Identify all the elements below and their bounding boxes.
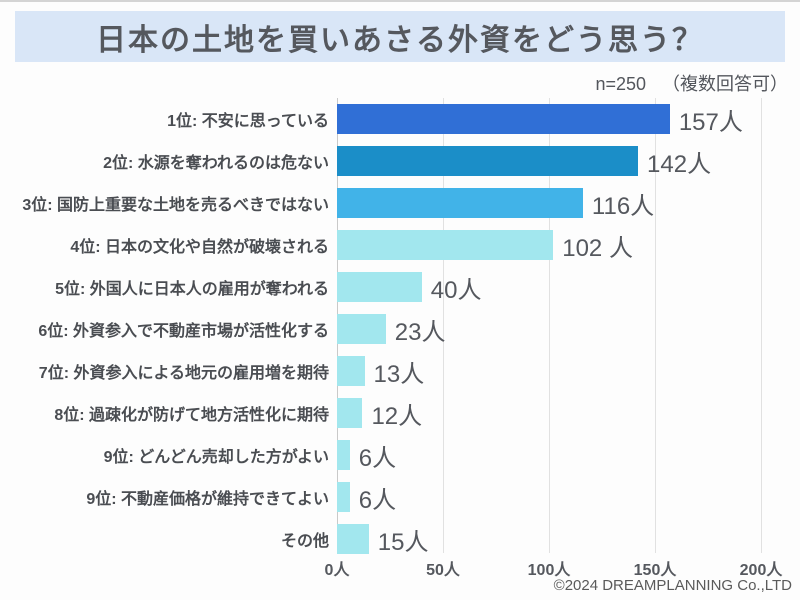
bar-row: 1位: 不安に思っている 157人 <box>0 98 800 140</box>
bar-row: 2位: 水源を奪われるのは危ない 142人 <box>0 140 800 182</box>
bar-row: 7位: 外資参入による地元の雇用増を期待 13人 <box>0 350 800 392</box>
sample-size: n=250 <box>595 74 646 94</box>
sample-size-note: n=250 （複数回答可） <box>595 70 788 96</box>
value-label: 116人 <box>591 192 655 220</box>
bar-row: 3位: 国防上重要な土地を売るべきではない 116人 <box>0 182 800 224</box>
value-label: 157人 <box>678 108 743 136</box>
bar <box>337 146 639 176</box>
category-label: 7位: 外資参入による地元の雇用増を期待 <box>38 365 329 382</box>
x-axis: 0人 50人 100人 150人 200人 <box>325 556 783 579</box>
bar <box>337 356 365 386</box>
category-label: 4位: 日本の文化や自然が破壊される <box>70 239 329 256</box>
gridline-100 <box>549 98 550 553</box>
category-label: 9位: 不動産価格が維持できてよい <box>86 491 329 508</box>
x-tick-label: 0人 <box>324 562 350 579</box>
value-label: 6人 <box>358 486 397 514</box>
bar <box>337 104 670 134</box>
category-label: 8位: 過疎化が防げて地方活性化に期待 <box>54 407 329 424</box>
bar-rows: 1位: 不安に思っている 157人 2位: 水源を奪われるのは危ない 142人 … <box>0 98 800 560</box>
chart-title-banner: 日本の土地を買いあさる外資をどう思う？ <box>15 11 785 62</box>
bar-row: その他 15人 <box>0 518 800 560</box>
x-tick-label: 200人 <box>739 562 783 579</box>
value-label: 12人 <box>371 402 423 430</box>
category-label: その他 <box>280 533 329 550</box>
category-label: 2位: 水源を奪われるのは危ない <box>103 155 329 172</box>
value-label: 142人 <box>647 150 712 178</box>
bar-row: 9位: 不動産価格が維持できてよい 6人 <box>0 476 800 518</box>
value-label: 40人 <box>430 276 482 304</box>
bar <box>337 230 554 260</box>
category-label: 5位: 外国人に日本人の雇用が奪われる <box>55 281 329 298</box>
bar <box>337 440 350 470</box>
bar <box>337 188 583 218</box>
value-label: 102 人 <box>562 234 633 262</box>
multi-answer-note: （複数回答可） <box>662 74 788 94</box>
x-tick-label: 50人 <box>426 562 460 579</box>
window-top-edge <box>0 0 800 2</box>
x-tick-label: 100人 <box>527 562 571 579</box>
bar-row: 9位: どんどん売却した方がよい 6人 <box>0 434 800 476</box>
bar-row: 4位: 日本の文化や自然が破壊される 102 人 <box>0 224 800 266</box>
x-tick-label: 150人 <box>633 562 677 579</box>
bar-row: 6位: 外資参入で不動産市場が活性化する 23人 <box>0 308 800 350</box>
bar <box>337 524 369 554</box>
category-label: 3位: 国防上重要な土地を売るべきではない <box>22 197 329 214</box>
chart-title: 日本の土地を買いあさる外資をどう思う？ <box>96 23 704 57</box>
bar-row: 5位: 外国人に日本人の雇用が奪われる 40人 <box>0 266 800 308</box>
bar <box>337 314 386 344</box>
bar-row: 8位: 過疎化が防げて地方活性化に期待 12人 <box>0 392 800 434</box>
bar <box>337 482 350 512</box>
category-label: 1位: 不安に思っている <box>167 113 329 130</box>
bar <box>337 398 363 428</box>
value-label: 13人 <box>373 360 425 388</box>
category-label: 6位: 外資参入で不動産市場が活性化する <box>38 323 329 340</box>
value-label: 15人 <box>377 528 429 556</box>
copyright: ©2024 DREAMPLANNING Co.,LTD <box>553 577 792 594</box>
bar-chart-plot-area: 0人 50人 100人 150人 200人 <box>325 98 783 580</box>
gridline-50 <box>443 98 444 553</box>
gridline-200 <box>761 98 762 553</box>
category-label: 9位: どんどん売却した方がよい <box>103 449 329 466</box>
gridline-150 <box>655 98 656 553</box>
value-label: 23人 <box>394 318 446 346</box>
value-label: 6人 <box>358 444 397 472</box>
bar <box>337 272 422 302</box>
